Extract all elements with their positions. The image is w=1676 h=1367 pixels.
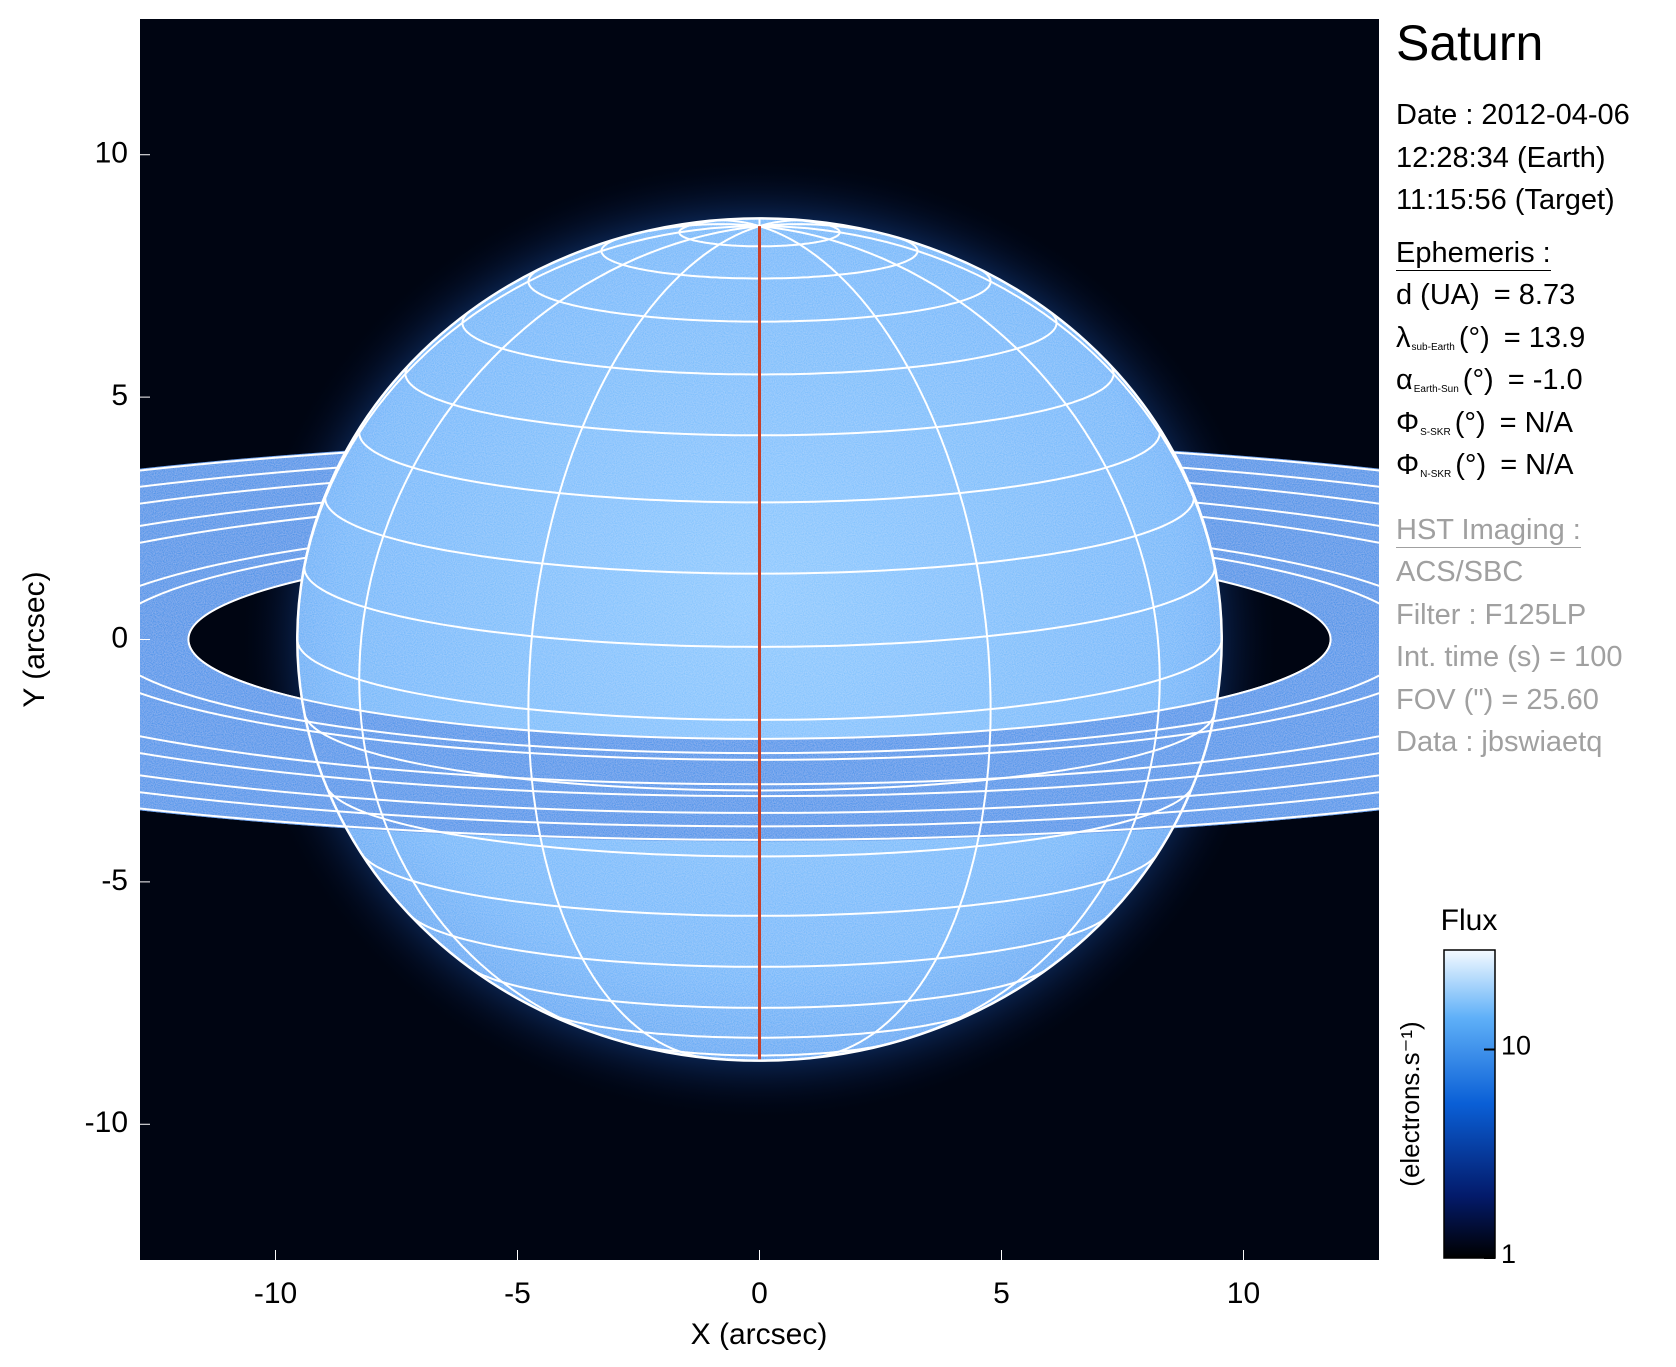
row-label: (°): [1462, 364, 1494, 396]
row-label: (°): [1458, 321, 1490, 354]
row-value: = 13.9: [1503, 321, 1586, 354]
ephemeris-heading: Ephemeris :: [1396, 236, 1551, 271]
info-panel: Saturn Date : 2012-04-06 12:28:34 (Earth) 1…: [1396, 14, 1671, 764]
x-tick-label: -10: [254, 1277, 297, 1310]
limb: [296, 217, 1223, 1062]
grid-curve: [358, 225, 760, 1047]
spacer: [1396, 222, 1671, 232]
y-tick-label: -5: [101, 864, 128, 897]
date-line: Date : 2012-04-06: [1396, 99, 1630, 131]
x-tick-label: 5: [993, 1277, 1010, 1310]
ephemeris-row: αEarth-Sun (°) = -1.0: [1396, 359, 1671, 402]
ephemeris-row: λsub-Earth (°) = 13.9: [1396, 317, 1671, 360]
x-tick-label: 10: [1227, 1277, 1260, 1310]
y-tick-label: 0: [111, 621, 128, 654]
imaging-line: ACS/SBC: [1396, 556, 1524, 588]
symbol: Φ: [1396, 406, 1420, 439]
planet-image: [140, 160, 1379, 1119]
ephemeris-heading-line: Ephemeris :: [1396, 232, 1671, 275]
ephemeris-row: d (UA) = 8.73: [1396, 274, 1671, 317]
colorbar-title: Flux: [1441, 904, 1498, 937]
imaging-heading: HST Imaging :: [1396, 513, 1581, 548]
grid-curve: [759, 225, 992, 1060]
row-value: = N/A: [1499, 406, 1573, 439]
date-line: 11:15:56 (Target): [1396, 184, 1615, 216]
panel-title: Saturn: [1396, 15, 1544, 71]
subscript: S-SKR: [1420, 426, 1451, 438]
colorbar-label: (electrons.s⁻¹): [1395, 1021, 1425, 1186]
symbol: λ: [1396, 321, 1411, 354]
grid-curve: [527, 225, 760, 1060]
row-value: = 8.73: [1493, 279, 1576, 311]
y-axis-label: Y (arcsec): [18, 571, 51, 707]
grid-curve: [759, 225, 1161, 1047]
y-tick-label: 5: [111, 379, 128, 412]
row-value: = -1.0: [1507, 364, 1583, 396]
x-axis-label: X (arcsec): [691, 1318, 828, 1351]
row-label: (°): [1454, 406, 1486, 439]
ephemeris-row: ΦN-SKR (°) = N/A: [1396, 444, 1671, 487]
imaging-line: Int. time (s) = 100: [1396, 641, 1623, 673]
row-value: = N/A: [1500, 449, 1574, 481]
x-tick-label: 0: [751, 1277, 768, 1310]
imaging-line: FOV (") = 25.60: [1396, 683, 1599, 716]
date-line: 12:28:34 (Earth): [1396, 141, 1606, 174]
symbol: α: [1396, 364, 1413, 396]
colorbar-tick-label: 1: [1501, 1239, 1516, 1269]
ephemeris-row: ΦS-SKR (°) = N/A: [1396, 402, 1671, 445]
imaging-heading-line: HST Imaging :: [1396, 509, 1671, 552]
row-label: (°): [1455, 449, 1487, 481]
symbol: Φ: [1396, 449, 1420, 481]
colorbar: [1443, 949, 1496, 1259]
imaging-line: Filter : F125LP: [1396, 598, 1587, 631]
row-label: d (UA): [1396, 279, 1480, 311]
subscript: N-SKR: [1420, 469, 1452, 480]
imaging-line: Data : jbswiaetq: [1396, 726, 1603, 758]
spacer: [1396, 487, 1671, 509]
subscript: sub-Earth: [1411, 341, 1455, 353]
y-tick-label: -10: [85, 1106, 128, 1139]
y-tick-label: 10: [95, 137, 128, 170]
subscript: Earth-Sun: [1413, 384, 1459, 395]
colorbar-tick-label: 10: [1501, 1031, 1531, 1061]
x-tick-label: -5: [504, 1277, 531, 1310]
